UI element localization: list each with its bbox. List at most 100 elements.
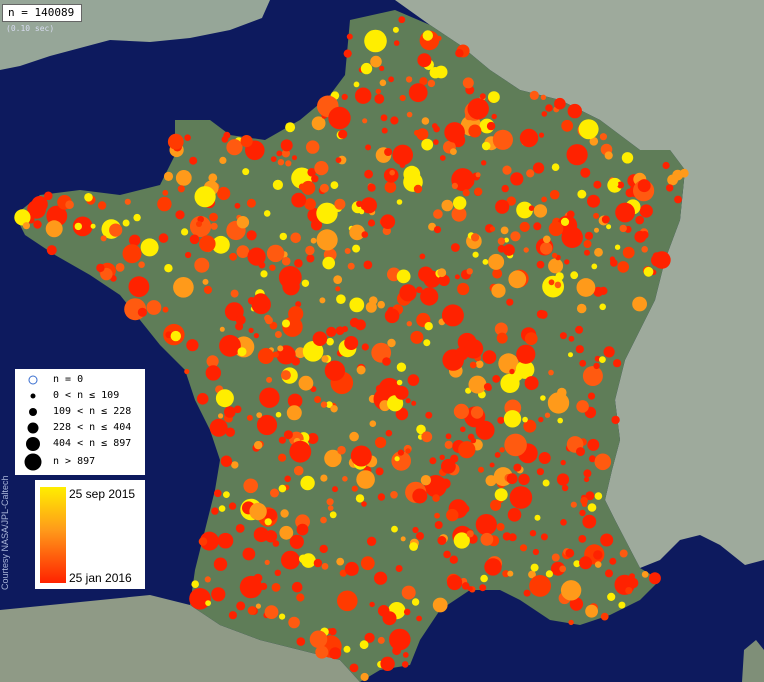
data-point bbox=[391, 525, 398, 533]
data-point bbox=[556, 473, 570, 486]
data-point bbox=[334, 198, 346, 210]
data-point bbox=[138, 261, 145, 269]
data-point bbox=[392, 144, 414, 166]
data-point bbox=[416, 615, 422, 622]
data-point bbox=[499, 447, 505, 453]
data-point bbox=[314, 396, 322, 403]
data-point bbox=[260, 270, 268, 278]
data-point bbox=[470, 406, 484, 419]
data-point bbox=[494, 452, 501, 458]
data-point bbox=[370, 55, 382, 68]
data-point bbox=[396, 379, 403, 386]
data-point bbox=[640, 231, 649, 239]
data-point bbox=[485, 475, 497, 487]
data-point bbox=[242, 547, 256, 561]
data-point bbox=[333, 275, 343, 284]
data-point bbox=[281, 256, 291, 266]
data-point bbox=[294, 259, 303, 268]
data-point bbox=[255, 603, 261, 609]
data-point bbox=[679, 168, 689, 178]
data-point bbox=[439, 454, 445, 460]
data-point bbox=[544, 412, 551, 418]
data-point bbox=[319, 297, 326, 304]
data-point bbox=[478, 466, 484, 473]
data-point bbox=[560, 217, 570, 226]
data-point bbox=[209, 418, 228, 437]
data-point bbox=[395, 565, 403, 572]
data-point bbox=[405, 398, 411, 404]
data-point bbox=[46, 245, 57, 256]
data-point bbox=[242, 168, 250, 176]
data-point bbox=[226, 139, 243, 156]
data-point bbox=[606, 224, 612, 230]
data-point bbox=[416, 286, 423, 294]
data-point bbox=[600, 533, 614, 547]
data-point bbox=[313, 558, 323, 568]
data-point bbox=[522, 416, 528, 423]
data-point bbox=[221, 136, 229, 143]
data-point bbox=[614, 244, 621, 250]
data-point bbox=[316, 229, 338, 251]
data-point bbox=[506, 298, 514, 306]
data-point bbox=[559, 565, 567, 573]
data-point bbox=[444, 440, 453, 449]
data-point bbox=[594, 453, 612, 471]
data-point bbox=[341, 93, 348, 100]
data-point bbox=[593, 180, 602, 189]
data-point bbox=[560, 519, 567, 526]
data-point bbox=[480, 574, 488, 583]
data-point bbox=[217, 532, 234, 549]
data-point bbox=[367, 219, 376, 227]
data-point bbox=[375, 88, 381, 95]
data-point bbox=[488, 253, 505, 270]
data-point bbox=[398, 16, 406, 24]
data-point bbox=[451, 243, 460, 252]
data-point bbox=[587, 392, 596, 400]
data-point bbox=[555, 272, 564, 281]
data-point bbox=[356, 470, 375, 489]
data-point bbox=[422, 30, 433, 41]
data-point bbox=[359, 640, 369, 650]
data-point bbox=[599, 303, 606, 311]
data-point bbox=[498, 353, 519, 374]
data-point bbox=[264, 559, 270, 566]
data-point bbox=[377, 493, 386, 501]
data-point bbox=[576, 400, 589, 413]
data-point bbox=[276, 150, 283, 157]
data-point bbox=[291, 192, 307, 208]
data-point bbox=[411, 598, 420, 606]
data-point bbox=[288, 306, 304, 322]
data-point bbox=[580, 167, 591, 178]
data-point bbox=[540, 94, 547, 101]
data-point bbox=[247, 606, 257, 615]
dot-icon bbox=[24, 453, 42, 471]
data-point bbox=[594, 561, 602, 568]
data-point bbox=[234, 202, 241, 209]
data-point bbox=[310, 386, 317, 393]
data-point bbox=[132, 281, 139, 288]
data-point bbox=[353, 81, 360, 88]
data-point bbox=[271, 583, 281, 592]
data-point bbox=[349, 297, 365, 313]
legend-label: 109 < n ≤ 228 bbox=[53, 406, 132, 417]
data-point bbox=[292, 155, 297, 161]
data-point bbox=[554, 97, 566, 110]
data-point bbox=[587, 438, 600, 451]
data-point bbox=[453, 403, 469, 419]
data-point bbox=[235, 524, 245, 533]
data-point bbox=[482, 259, 489, 265]
data-point bbox=[412, 526, 419, 534]
data-point bbox=[446, 508, 459, 522]
data-point bbox=[240, 135, 253, 148]
data-point bbox=[296, 593, 305, 602]
data-point bbox=[504, 433, 527, 457]
data-point bbox=[441, 458, 456, 474]
data-point bbox=[437, 268, 447, 278]
data-point bbox=[236, 601, 246, 611]
data-point bbox=[360, 62, 373, 75]
data-point bbox=[307, 433, 319, 444]
data-point bbox=[593, 362, 600, 370]
data-point bbox=[224, 406, 236, 418]
data-point bbox=[533, 222, 542, 231]
